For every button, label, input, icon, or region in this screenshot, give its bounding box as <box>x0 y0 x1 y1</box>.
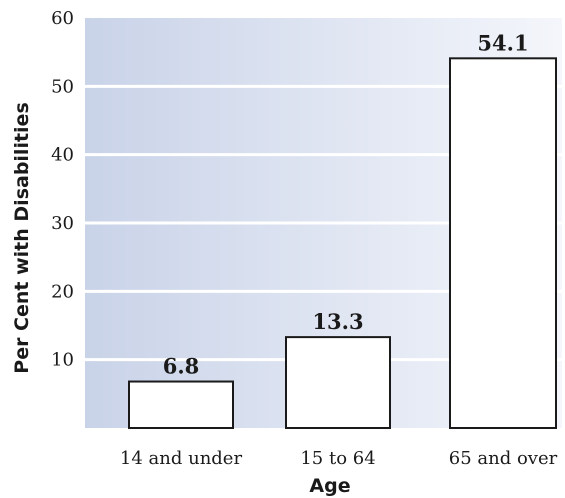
bar-value-label: 13.3 <box>312 309 363 334</box>
bar <box>449 57 557 429</box>
y-axis-ticks: 10 20 30 40 50 60 <box>51 8 74 371</box>
y-tick-label: 40 <box>51 145 74 166</box>
y-axis-title: Per Cent with Disabilities <box>11 102 33 373</box>
x-category-label: 65 and over <box>449 448 558 469</box>
bars: 6.8 13.3 54.1 <box>128 30 557 429</box>
y-tick-label: 30 <box>51 213 74 234</box>
x-category-label: 15 to 64 <box>300 448 375 469</box>
bar-value-label: 54.1 <box>477 30 528 55</box>
bar-value-label: 6.8 <box>163 354 200 379</box>
y-tick-label: 60 <box>51 8 74 29</box>
bar <box>285 336 391 429</box>
x-axis-title: Age <box>309 475 350 497</box>
x-category-label: 14 and under <box>120 448 243 469</box>
y-tick-label: 50 <box>51 76 74 97</box>
y-tick-label: 20 <box>51 281 74 302</box>
x-axis-categories: 14 and under 15 to 64 65 and over <box>120 448 558 469</box>
y-tick-label: 10 <box>51 350 74 371</box>
bar <box>128 380 234 429</box>
